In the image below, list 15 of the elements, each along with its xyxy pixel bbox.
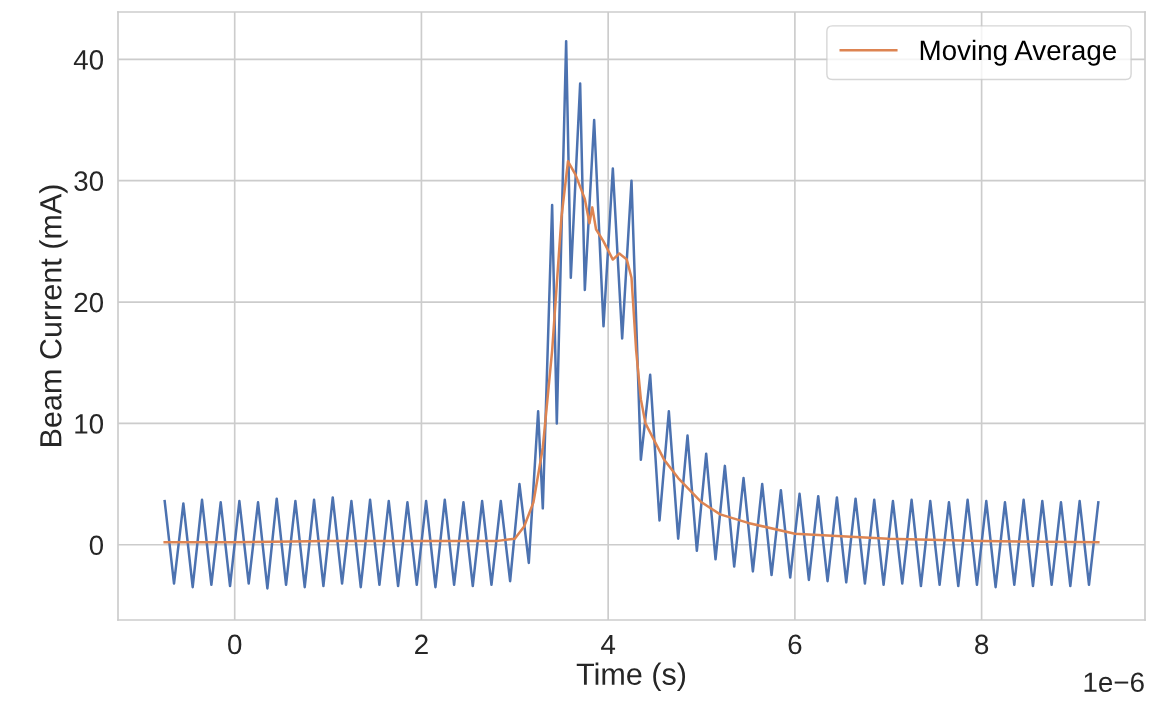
y-tick-label: 20 <box>74 292 104 313</box>
x-tick-label: 8 <box>975 634 989 655</box>
x-axis-title: Time (s) <box>576 662 686 692</box>
x-tick-label: 6 <box>788 634 802 655</box>
x-tick-label: 4 <box>601 634 616 655</box>
text: 1e−6 <box>1084 672 1144 693</box>
y-tick-label: 40 <box>73 50 104 70</box>
y-axis-title: Beam Current (mA) <box>39 185 68 446</box>
legend-label: Moving Average <box>920 39 1116 66</box>
x-tick-label: 2 <box>415 634 428 655</box>
y-tick-label: 0 <box>89 535 104 556</box>
line-series <box>163 160 1100 544</box>
y-tick-label: 10 <box>75 414 104 434</box>
x-tick-label: 0 <box>228 634 242 655</box>
y-tick-label: 30 <box>74 171 104 192</box>
